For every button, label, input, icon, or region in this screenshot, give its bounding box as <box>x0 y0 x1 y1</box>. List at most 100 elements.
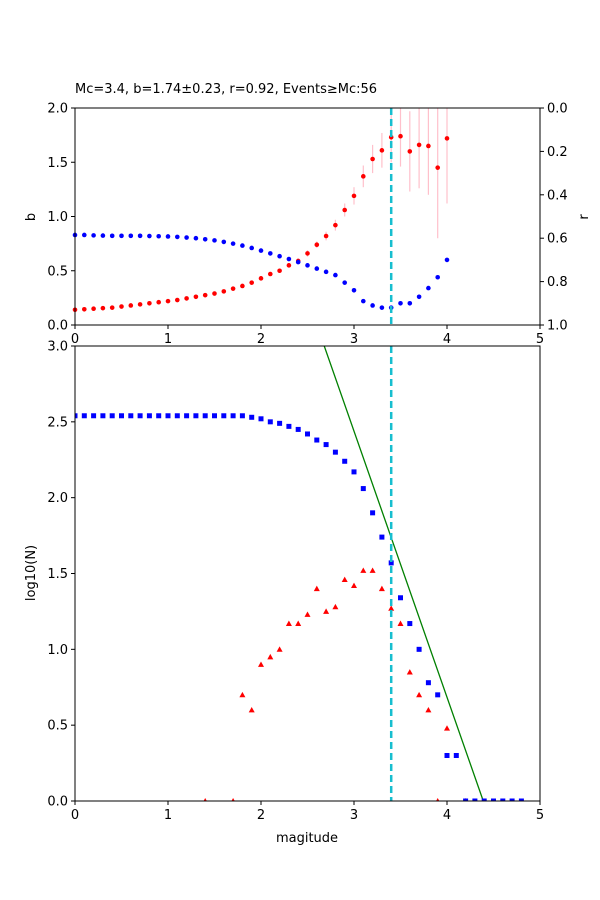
cumulative-point <box>202 413 208 419</box>
noncumulative-point <box>360 567 367 573</box>
b-value-point <box>407 149 413 154</box>
b-value-point <box>212 291 217 296</box>
r-value-point <box>295 259 301 265</box>
b-value-point <box>184 296 189 301</box>
x-tick-label: 1 <box>164 332 172 347</box>
noncumulative-point <box>406 669 413 675</box>
x-tick-label: 1 <box>164 808 172 823</box>
r-value-point <box>137 233 143 239</box>
cumulative-point <box>193 413 199 419</box>
r-value-point <box>221 239 227 245</box>
noncumulative-point <box>276 646 283 652</box>
r-value-point <box>82 232 87 238</box>
r-value-point <box>305 263 310 268</box>
cumulative-point <box>360 486 366 492</box>
cumulative-point <box>239 413 245 419</box>
x-tick-label: 0 <box>71 332 79 347</box>
r-value-point <box>435 274 441 280</box>
x-tick-label: 4 <box>443 808 451 823</box>
r-value-point <box>407 301 413 306</box>
r-value-point <box>128 233 134 239</box>
cumulative-point <box>165 413 171 419</box>
cumulative-point <box>109 413 115 419</box>
cumulative-point <box>249 414 255 420</box>
noncumulative-point <box>295 620 302 626</box>
x-tick-label: 2 <box>257 332 265 347</box>
top-plot-area: 0 1 2 3 4 5 0.0 0.5 1.0 1.5 2.0 0.0 0.2 0.4 0.6 0.8 1.0 <box>47 102 567 348</box>
b-value-point <box>277 268 282 274</box>
b-value-point <box>286 263 292 268</box>
noncumulative-point <box>304 611 311 617</box>
cumulative-point <box>398 595 403 601</box>
r-value-point <box>109 233 115 239</box>
b-value-point <box>137 302 143 307</box>
b-value-point <box>240 283 245 289</box>
b-value-point <box>175 297 180 303</box>
noncumulative-point <box>369 567 376 573</box>
x-tick-label: 2 <box>257 808 265 823</box>
cumulative-point <box>342 458 348 464</box>
top-chart-title: Mc=3.4, b=1.74±0.23, r=0.92, Events≥Mc:5… <box>75 82 377 97</box>
noncumulative-point <box>444 725 450 731</box>
cumulative-point <box>509 798 515 801</box>
b-value-point <box>398 133 403 139</box>
b-value-point <box>128 303 134 308</box>
cumulative-point <box>75 413 78 419</box>
b-value-point <box>435 165 441 170</box>
cumulative-point <box>314 437 320 443</box>
r-value-point <box>286 256 292 262</box>
cumulative-point <box>221 413 227 419</box>
cumulative-point <box>370 510 376 516</box>
cumulative-point <box>146 413 152 419</box>
noncumulative-point <box>425 707 432 713</box>
cumulative-point <box>267 419 273 425</box>
b-value-point <box>416 142 422 148</box>
top-right-axis-label: r <box>577 214 592 220</box>
r-value-point <box>277 253 282 259</box>
b-value-point <box>342 207 348 213</box>
cumulative-point <box>305 431 310 437</box>
r-value-point <box>119 233 124 239</box>
b-value-point <box>361 174 366 179</box>
cumulative-point <box>472 798 478 801</box>
r-value-point <box>100 233 106 238</box>
noncumulative-point <box>436 798 440 801</box>
b-value-point <box>156 299 161 305</box>
noncumulative-point <box>397 620 404 626</box>
y-tick-label: 0.0 <box>47 795 68 810</box>
bottom-clipped-group <box>75 346 524 801</box>
y-tick-label: 0.5 <box>47 719 68 734</box>
b-value-point <box>268 271 273 277</box>
cumulative-point <box>230 413 236 419</box>
x-tick-label: 0 <box>71 808 79 823</box>
noncumulative-point <box>416 691 423 698</box>
right-y-tick-label: 1.0 <box>547 319 568 334</box>
r-value-point <box>240 243 245 248</box>
b-value-point <box>323 233 329 239</box>
r-value-point <box>333 272 338 278</box>
y-tick-label: 1.0 <box>47 210 68 225</box>
b-value-point <box>91 306 96 312</box>
r-value-point <box>184 235 189 240</box>
r-value-point <box>426 285 431 291</box>
x-tick-label: 5 <box>536 808 544 823</box>
cumulative-point <box>119 413 124 419</box>
top-y-axis-label: b <box>24 213 39 221</box>
right-y-tick-label: 0.8 <box>547 275 568 290</box>
y-tick-label: 2.5 <box>47 415 68 430</box>
right-y-tick-label: 0.6 <box>547 232 568 247</box>
cumulative-point <box>351 469 357 475</box>
x-tick-label: 3 <box>350 332 358 347</box>
right-y-tick-label: 0.2 <box>547 145 568 160</box>
noncumulative-point <box>231 798 235 801</box>
bottom-plot-area: 0 1 2 3 4 5 0.0 0.5 1.0 1.5 2.0 2.5 3.0 <box>47 340 544 824</box>
cumulative-point <box>156 413 162 419</box>
cumulative-point <box>435 692 441 698</box>
b-value-point <box>165 298 171 304</box>
r-value-point <box>193 235 199 241</box>
b-value-point <box>370 156 375 162</box>
r-value-point <box>323 269 329 275</box>
r-value-point <box>156 233 161 239</box>
noncumulative-point <box>332 603 339 610</box>
